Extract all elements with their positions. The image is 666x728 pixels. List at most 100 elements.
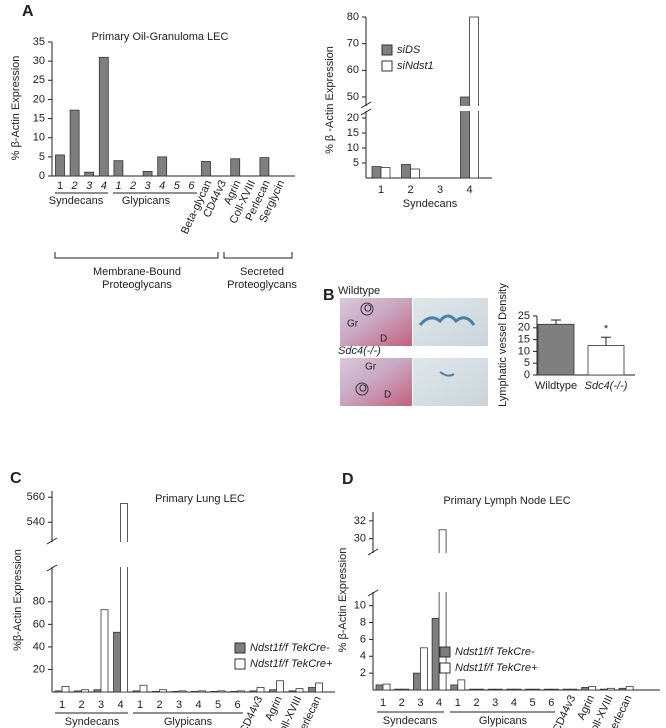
x-tick-label: 5	[174, 180, 181, 192]
y-tick-label: 20	[33, 93, 45, 105]
bar	[259, 157, 270, 177]
x-tick-label: 4	[101, 180, 107, 192]
bar	[494, 688, 503, 691]
y-tick-label: 15	[33, 112, 45, 124]
y-tick-label: 70	[347, 38, 359, 50]
x-tick-label: 2	[156, 699, 162, 711]
bar	[178, 690, 187, 693]
x-tick-label: 4	[466, 184, 472, 196]
x-tick-label: 1	[59, 699, 65, 711]
chart-title: Primary Oil-Granuloma LEC	[92, 31, 229, 43]
bar	[295, 688, 304, 693]
bracket	[223, 252, 293, 259]
y-tick-label: 540	[27, 516, 45, 528]
x-tick-label: 3	[437, 184, 443, 196]
legend-swatch	[234, 658, 246, 670]
x-tick-label: 4	[436, 697, 442, 709]
x-tick-label: 4	[117, 699, 123, 711]
legend-label: siNdst1	[397, 60, 434, 72]
x-tick-label: CD44v3	[238, 694, 266, 728]
bar	[113, 160, 124, 177]
bar	[256, 687, 265, 693]
x-tick-label: CD44v3	[551, 693, 579, 728]
bar	[288, 690, 297, 693]
legend-swatch	[381, 44, 393, 56]
bar	[412, 672, 421, 691]
bar	[84, 171, 95, 177]
x-tick-label: 5	[215, 699, 221, 711]
x-tick-label: 6	[234, 699, 240, 711]
x-tick-label: 3	[145, 180, 152, 192]
bar	[569, 688, 578, 691]
bar	[98, 56, 109, 177]
x-tick-label: Wildtype	[535, 380, 577, 392]
bar	[54, 690, 63, 693]
bar	[581, 687, 590, 691]
y-tick-label: 32	[354, 515, 366, 527]
break-mark	[360, 108, 372, 116]
bar	[394, 688, 403, 691]
y-tick-label: 20	[347, 112, 359, 124]
group-label: Syndecans	[49, 195, 104, 207]
y-tick-label: 35	[33, 36, 45, 48]
micrograph-vessel	[439, 371, 455, 377]
bar	[431, 617, 440, 691]
bar	[513, 688, 522, 691]
micrograph-ihc	[413, 298, 488, 346]
bar	[587, 345, 625, 376]
y-tick-label: 40	[33, 641, 45, 653]
break-mark	[367, 548, 379, 556]
chart-title: Primary Lymph Node LEC	[443, 495, 570, 507]
legend-swatch	[234, 642, 246, 654]
bar	[198, 690, 206, 693]
y-axis-label: % β-Actin Expression	[337, 548, 349, 653]
y-tick-label: 25	[33, 74, 45, 86]
x-tick-label: 4	[159, 180, 165, 192]
x-tick-label: 1	[378, 184, 384, 196]
bracket-label: Proteoglycans	[102, 279, 172, 291]
micrograph-mark: Gr	[365, 362, 377, 373]
bar	[550, 688, 559, 691]
break-mark	[46, 537, 58, 545]
y-tick-label: 10	[518, 345, 530, 357]
bar	[81, 689, 89, 693]
panel-label: A	[22, 3, 34, 20]
bar	[237, 690, 245, 693]
legend-swatch	[439, 646, 451, 658]
x-tick-label: 1	[115, 180, 121, 192]
x-tick-label: 2	[129, 180, 136, 192]
y-tick-label: 4	[360, 650, 366, 662]
bar	[438, 529, 447, 691]
break-mark	[46, 564, 58, 572]
group-label: Glypicans	[479, 715, 528, 727]
bar	[506, 688, 515, 691]
y-tick-label: 30	[354, 533, 366, 545]
x-tick-label: 6	[548, 697, 554, 709]
annotation: *	[604, 323, 609, 335]
y-tick-label: 10	[33, 132, 45, 144]
bracket-label: Membrane-Bound	[93, 266, 181, 278]
micrograph-mark: Gr	[347, 319, 359, 330]
y-axis-label: % β -Actin Expression	[324, 46, 336, 154]
y-tick-label: 80	[33, 596, 45, 608]
bar	[230, 691, 238, 693]
bar	[249, 690, 258, 693]
bar	[139, 684, 148, 693]
group-label: Glypicans	[164, 716, 213, 728]
x-tick-label: 1	[57, 180, 63, 192]
bar	[371, 166, 382, 179]
bar	[625, 686, 634, 691]
micrograph-mark: O	[364, 304, 372, 315]
bar	[276, 680, 284, 693]
y-tick-label: 0	[524, 369, 530, 381]
bar	[201, 161, 211, 177]
bar	[159, 689, 167, 693]
panel-label: C	[10, 470, 22, 487]
bar	[476, 688, 484, 691]
bar	[120, 503, 128, 693]
bar	[157, 156, 168, 177]
bar	[269, 689, 277, 693]
axis-break	[44, 542, 335, 567]
bar	[401, 688, 410, 691]
x-tick-label: 3	[86, 180, 93, 192]
